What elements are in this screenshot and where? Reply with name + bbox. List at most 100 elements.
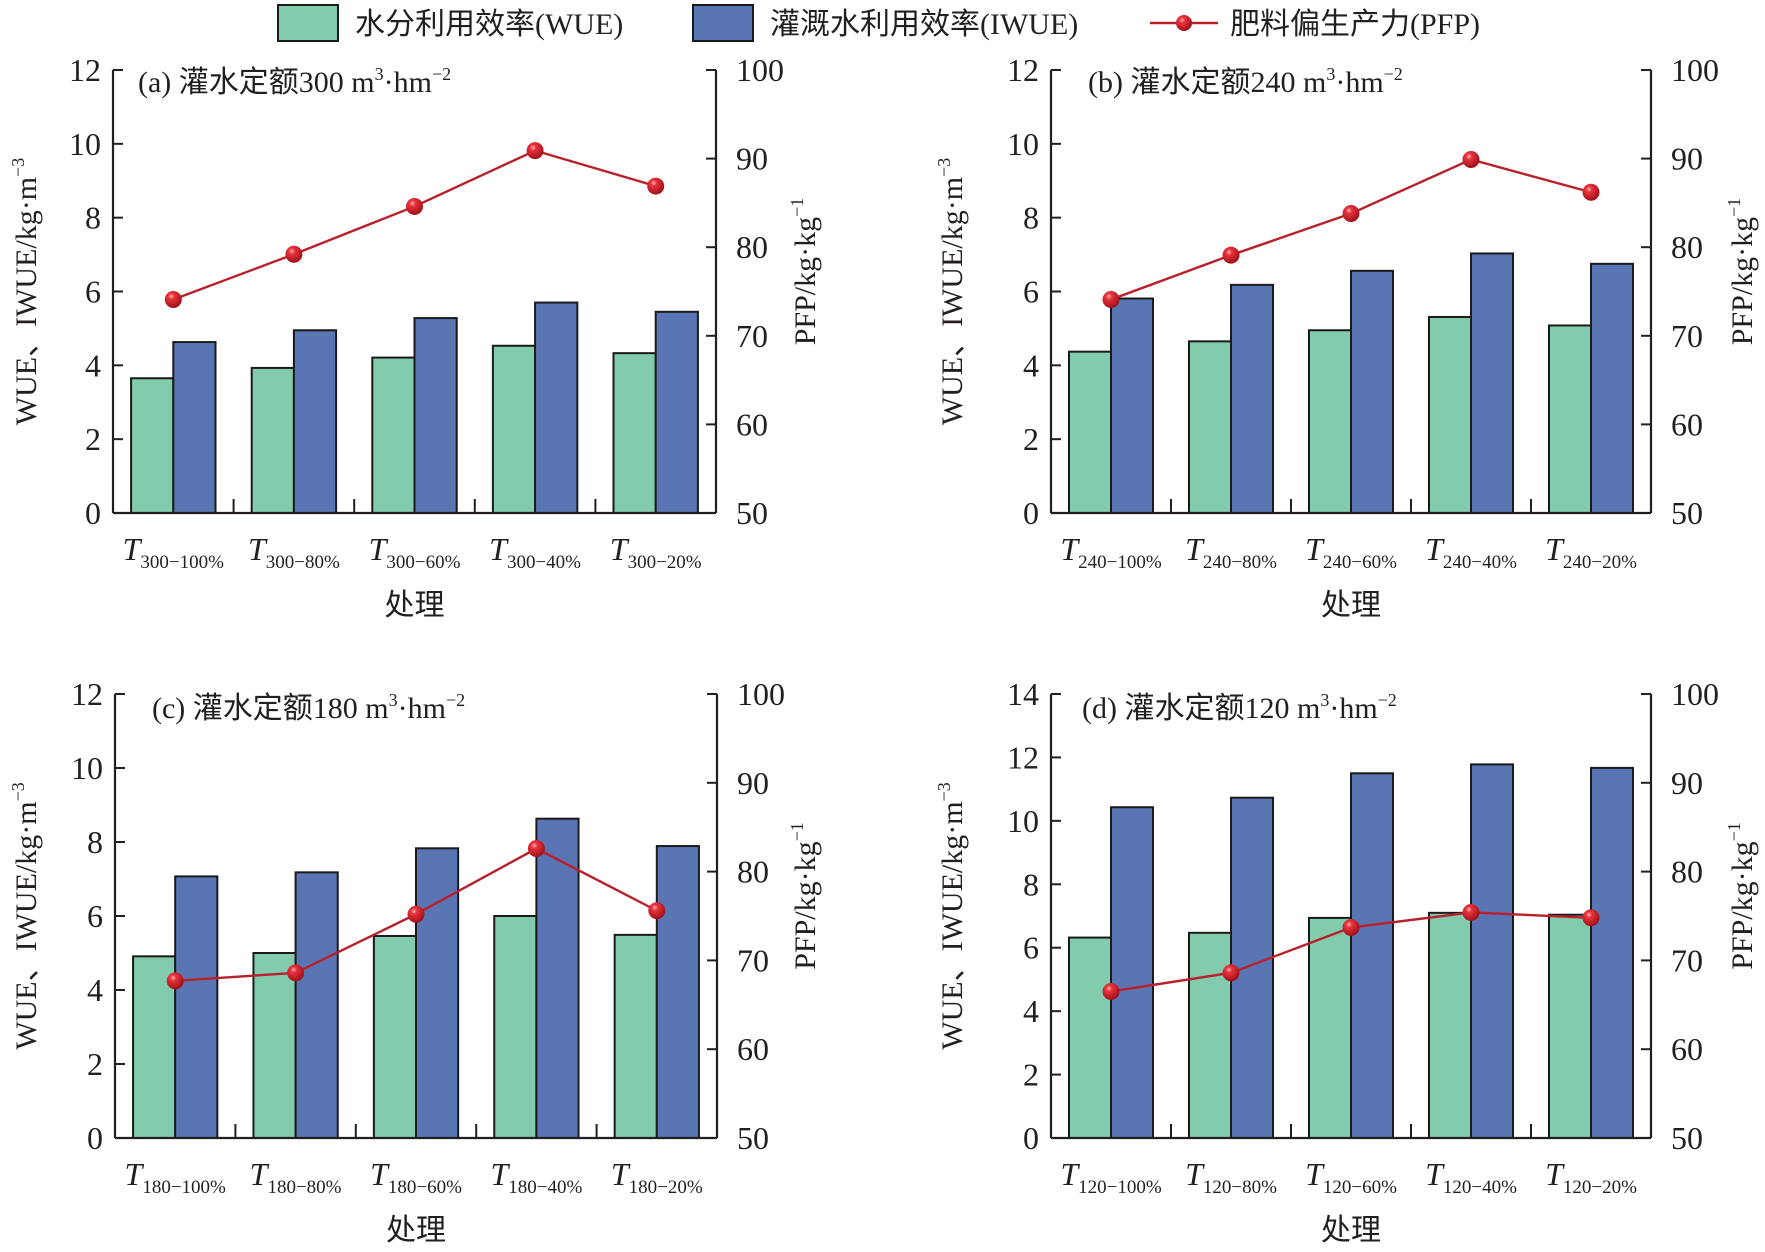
bar-wue-1 bbox=[1068, 936, 1112, 1140]
y-axis-title: WUE、IWUE/kg·m−3 bbox=[8, 782, 43, 1049]
bar-wue-2 bbox=[250, 366, 295, 515]
bar-wue-2 bbox=[1188, 931, 1232, 1140]
y2-tick-label: 50 bbox=[1671, 1120, 1703, 1156]
bar-iwue-3 bbox=[1350, 772, 1394, 1139]
x-tick-label: T120−80% bbox=[1185, 1156, 1277, 1198]
x-tick-label: T240−100% bbox=[1060, 531, 1162, 573]
x-tick-label: T180−20% bbox=[611, 1156, 703, 1198]
panel-c: 0 2 4 6 8 10 12 50 60 70 80 90 100 T180−100% T180−80% T… bbox=[8, 676, 822, 1247]
y-tick-label: 10 bbox=[69, 126, 101, 162]
y-tick-label: 4 bbox=[1023, 347, 1039, 383]
y-tick-label: 10 bbox=[71, 750, 103, 786]
legend: 水分利用效率(WUE) 灌溉水利用效率(IWUE) 肥料偏生产力(PFP) bbox=[277, 4, 1480, 42]
pfp-point-3 bbox=[407, 905, 425, 923]
pfp-point-2 bbox=[1222, 246, 1240, 264]
pfp-point-3 bbox=[1342, 205, 1360, 223]
y-axis-title: WUE、IWUE/kg·m−3 bbox=[8, 158, 43, 425]
bar-wue-1 bbox=[1068, 350, 1112, 514]
y2-tick-label: 80 bbox=[737, 854, 769, 890]
y2-tick-label: 50 bbox=[737, 1120, 769, 1156]
bar-wue-3 bbox=[1308, 916, 1352, 1139]
bar-wue-3 bbox=[371, 356, 416, 515]
legend-swatch-iwue bbox=[692, 4, 754, 42]
pfp-line bbox=[172, 149, 657, 301]
pfp-point-2 bbox=[287, 964, 305, 982]
y-tick-label: 6 bbox=[85, 274, 101, 310]
y2-tick-label: 90 bbox=[736, 141, 768, 177]
y-tick-label: 8 bbox=[1023, 200, 1039, 236]
y-tick-label: 2 bbox=[85, 421, 101, 457]
panel-a: 0 2 4 6 8 10 12 50 60 70 80 90 100 T300−100% T300−80% T… bbox=[8, 52, 822, 622]
panel-b: 0 2 4 6 8 10 12 50 60 70 80 90 100 T240−100% T240−80% T… bbox=[934, 52, 1759, 622]
bar-iwue-5 bbox=[655, 845, 700, 1139]
x-tick-label: T300−80% bbox=[248, 531, 340, 573]
y2-axis-title: PFP/kg·kg−1 bbox=[1724, 198, 1759, 346]
y-tick-label: 6 bbox=[87, 898, 103, 934]
y-tick-label: 2 bbox=[87, 1046, 103, 1082]
y2-tick-label: 70 bbox=[737, 942, 769, 978]
x-tick-label: T180−60% bbox=[370, 1156, 462, 1198]
y-tick-label: 10 bbox=[1007, 803, 1039, 839]
y-tick-label: 14 bbox=[1007, 676, 1039, 712]
panel-title: (c) 灌水定额180 m3·hm−2 bbox=[152, 690, 465, 725]
pfp-point-3 bbox=[406, 197, 423, 215]
bar-wue-3 bbox=[372, 934, 417, 1139]
bar-iwue-4 bbox=[1470, 252, 1514, 514]
bar-iwue-4 bbox=[535, 817, 580, 1139]
y2-tick-label: 80 bbox=[736, 229, 768, 265]
y2-tick-label: 60 bbox=[1671, 406, 1703, 442]
y-tick-label: 2 bbox=[1023, 1057, 1039, 1093]
x-tick-label: T300−100% bbox=[123, 531, 225, 573]
y-tick-label: 4 bbox=[1023, 993, 1039, 1029]
bar-iwue-3 bbox=[415, 847, 460, 1139]
x-tick-label: T120−40% bbox=[1425, 1156, 1517, 1198]
pfp-point-4 bbox=[526, 142, 544, 160]
pfp-point-4 bbox=[1462, 903, 1480, 921]
y-tick-label: 8 bbox=[85, 200, 101, 236]
panel-title: (b) 灌水定额240 m3·hm−2 bbox=[1088, 64, 1403, 99]
pfp-point-1 bbox=[1102, 290, 1120, 308]
bar-iwue-4 bbox=[534, 301, 579, 515]
bar-iwue-2 bbox=[1230, 796, 1274, 1139]
legend-label-iwue: 灌溉水利用效率(IWUE) bbox=[770, 8, 1078, 41]
y2-tick-label: 90 bbox=[737, 765, 769, 801]
y2-tick-label: 50 bbox=[1671, 495, 1703, 531]
x-tick-label: T300−20% bbox=[610, 531, 702, 573]
panel-title: (d) 灌水定额120 m3·hm−2 bbox=[1082, 690, 1397, 725]
bar-iwue-4 bbox=[1470, 763, 1514, 1139]
legend-label-pfp: 肥料偏生产力(PFP) bbox=[1230, 8, 1480, 41]
y-axis-title: WUE、IWUE/kg·m−3 bbox=[934, 158, 969, 425]
bar-wue-2 bbox=[1188, 340, 1232, 514]
legend-marker-pfp bbox=[1176, 15, 1192, 31]
bar-iwue-5 bbox=[1590, 766, 1634, 1139]
bar-iwue-5 bbox=[1590, 262, 1634, 514]
pfp-point-5 bbox=[648, 902, 666, 920]
x-axis-title: 处理 bbox=[386, 1214, 446, 1247]
axes: 0 2 4 6 8 10 12 50 60 70 80 90 100 T180−100% T180−80% T… bbox=[71, 676, 785, 1198]
y-tick-label: 0 bbox=[87, 1120, 103, 1156]
bar-wue-1 bbox=[130, 377, 175, 515]
y2-tick-label: 90 bbox=[1671, 765, 1703, 801]
bars bbox=[1068, 252, 1634, 515]
legend-swatch-wue bbox=[277, 4, 339, 42]
pfp-point-4 bbox=[1462, 150, 1480, 168]
y-tick-label: 4 bbox=[85, 347, 101, 383]
bar-iwue-1 bbox=[1110, 297, 1154, 514]
y-tick-label: 10 bbox=[1007, 126, 1039, 162]
bar-wue-4 bbox=[491, 344, 537, 514]
axes: 0 2 4 6 8 10 12 50 60 70 80 90 100 T240−100% T240−80% T… bbox=[1007, 52, 1719, 573]
bar-wue-2 bbox=[252, 952, 297, 1139]
x-tick-label: T300−40% bbox=[489, 531, 581, 573]
x-axis-title: 处理 bbox=[385, 589, 445, 622]
bar-iwue-3 bbox=[413, 317, 458, 514]
y2-tick-label: 60 bbox=[736, 406, 768, 442]
y2-tick-label: 70 bbox=[736, 318, 768, 354]
y2-axis-title: PFP/kg·kg−1 bbox=[1724, 822, 1759, 970]
pfp-point-1 bbox=[164, 290, 182, 308]
y2-axis-title: PFP/kg·kg−1 bbox=[787, 198, 822, 346]
y2-tick-label: 50 bbox=[736, 495, 768, 531]
y2-tick-label: 70 bbox=[1671, 318, 1703, 354]
x-tick-label: T240−80% bbox=[1185, 531, 1277, 573]
bar-iwue-1 bbox=[174, 875, 219, 1139]
